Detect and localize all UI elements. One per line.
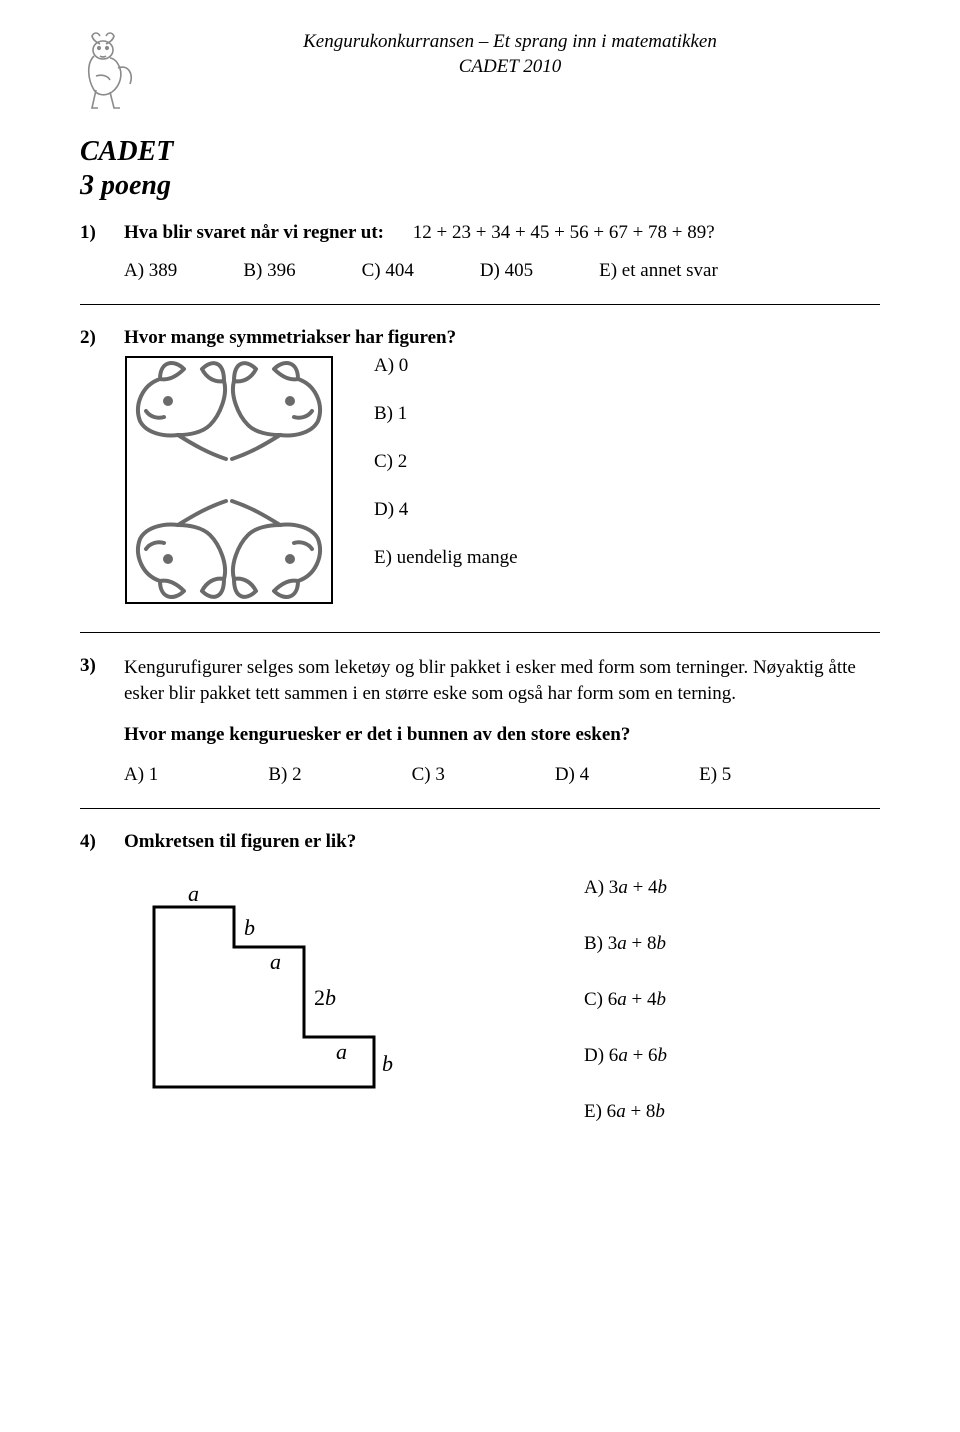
q4-label-a-top: a [188,881,199,906]
q1-answers: A) 389 B) 396 C) 404 D) 405 E) et annet … [124,260,880,282]
title-line1: CADET [80,135,880,169]
q2-answer-c: C) 2 [374,451,518,473]
q4-answer-d: D) 6a + 6b [584,1045,667,1067]
q3-answer-e: E) 5 [699,764,731,786]
q4-figure: a b a 2b a b [124,877,424,1152]
q1-answer-a: A) 389 [124,260,177,282]
q4-label-a-3: a [336,1039,347,1064]
q4-answer-e: E) 6a + 8b [584,1101,667,1123]
q1-expression: 12 + 23 + 34 + 45 + 56 + 67 + 78 + 89? [413,222,715,243]
header: Kengurukonkurransen – Et sprang inn i ma… [80,30,880,119]
q4-answer-c: C) 6a + 4b [584,989,667,1011]
q4-prompt: Omkretsen til figuren er lik? [124,831,356,852]
q3-answers: A) 1 B) 2 C) 3 D) 4 E) 5 [124,764,880,786]
q2-answer-a: A) 0 [374,355,518,377]
question-1: 1) Hva blir svaret når vi regner ut: 12 … [80,222,880,282]
q4-answers: A) 3a + 4b B) 3a + 8b C) 6a + 4b D) 6a +… [584,877,667,1157]
q2-figure [124,355,334,610]
q3-answer-a: A) 1 [124,764,158,786]
divider [80,304,880,305]
q4-label-b-2: b [382,1051,393,1076]
question-3: 3) Kengurufigurer selges som leketøy og … [80,655,880,786]
q3-answer-c: C) 3 [412,764,445,786]
q1-answer-c: C) 404 [362,260,414,282]
q3-body: Kengurufigurer selges som leketøy og bli… [124,655,880,706]
divider [80,632,880,633]
q2-number: 2) [80,327,124,349]
header-line2: CADET 2010 [140,55,880,80]
q1-answer-e: E) et annet svar [599,260,718,282]
q4-label-a-2: a [270,949,281,974]
header-line1: Kengurukonkurransen – Et sprang inn i ma… [140,30,880,55]
q3-prompt: Hvor mange kenguruesker er det i bunnen … [124,722,880,748]
q3-number: 3) [80,655,124,748]
q2-prompt: Hvor mange symmetriakser har figuren? [124,327,456,348]
header-text: Kengurukonkurransen – Et sprang inn i ma… [140,30,880,79]
q4-number: 4) [80,831,124,853]
q1-answer-b: B) 396 [243,260,295,282]
q1-answer-d: D) 405 [480,260,533,282]
divider [80,808,880,809]
q1-prompt: Hva blir svaret når vi regner ut: [124,222,384,243]
question-2: 2) Hvor mange symmetriakser har figuren? [80,327,880,610]
q4-answer-b: B) 3a + 8b [584,933,667,955]
q3-answer-d: D) 4 [555,764,589,786]
q2-answer-d: D) 4 [374,499,518,521]
q2-answers: A) 0 B) 1 C) 2 D) 4 E) uendelig mange [374,355,518,595]
title-line2: 3 poeng [80,169,880,203]
page-title: CADET 3 poeng [80,135,880,202]
kangaroo-logo [80,30,140,119]
q1-number: 1) [80,222,124,244]
q4-label-2b: 2b [314,985,336,1010]
q3-answer-b: B) 2 [268,764,301,786]
q4-answer-a: A) 3a + 4b [584,877,667,899]
q4-label-b-1: b [244,915,255,940]
question-4: 4) Omkretsen til figuren er lik? a b a 2… [80,831,880,1157]
q2-answer-b: B) 1 [374,403,518,425]
q2-answer-e: E) uendelig mange [374,547,518,569]
